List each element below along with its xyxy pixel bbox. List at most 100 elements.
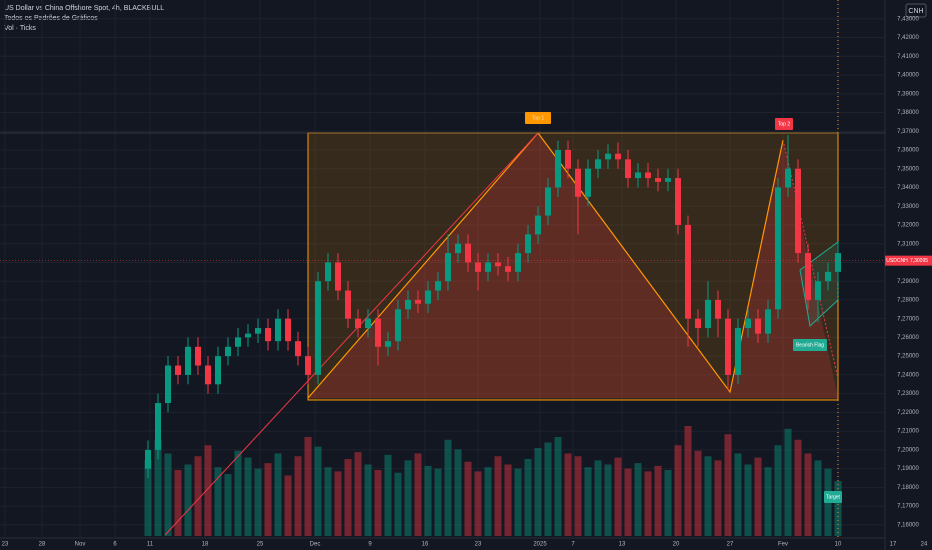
y-tick-label: 7,19000 (897, 466, 919, 472)
candle-body (215, 356, 221, 385)
x-tick-label: 11 (147, 542, 154, 548)
candle-body (485, 262, 491, 272)
y-tick-label: 7,32000 (897, 223, 919, 229)
y-tick-label: 7,20000 (897, 447, 919, 453)
candle-body (805, 253, 811, 300)
drawing (307, 132, 784, 399)
candle-body (715, 299, 721, 319)
annotation: Top 2 (778, 121, 790, 127)
candle-body (405, 299, 411, 310)
candle-body (815, 281, 821, 300)
candle-body (795, 168, 801, 254)
x-tick-label: 6 (113, 542, 117, 548)
candle-body (495, 262, 501, 267)
y-tick-label: 7,24000 (897, 372, 919, 378)
y-tick-label: 7,37000 (897, 129, 919, 135)
volume-bar (244, 457, 252, 536)
candle-body (535, 215, 541, 235)
volume-bar (504, 464, 512, 536)
candle-body (195, 346, 201, 366)
volume-bar (484, 467, 492, 536)
volume-bar (324, 467, 332, 536)
volume-bar (584, 467, 592, 536)
annotation: Bearish Flag (796, 342, 824, 348)
volume-bar (734, 453, 742, 536)
candle-body (145, 449, 151, 469)
volume-bar (644, 471, 652, 536)
candle-body (165, 365, 171, 404)
volume-bar (144, 460, 152, 536)
candle-body (705, 299, 711, 329)
volume-bar (494, 456, 502, 536)
grid (0, 0, 885, 538)
volume-bar (334, 471, 342, 536)
x-tick-label: 20 (673, 542, 680, 548)
candle-body (395, 309, 401, 342)
candle-body (455, 243, 461, 254)
volume-bar (474, 471, 482, 536)
candle-body (725, 318, 731, 375)
volume-bar (404, 460, 412, 536)
candle-body (675, 178, 681, 225)
annotation: Target (826, 494, 841, 500)
y-tick-label: 7,33000 (897, 204, 919, 210)
volume-bar (754, 457, 762, 536)
candle-body (315, 281, 321, 375)
volume-bar (284, 475, 292, 536)
candle-body (835, 253, 841, 272)
volume-bar (654, 465, 662, 536)
candle-body (735, 328, 741, 375)
volume-bar (414, 453, 422, 536)
candle-body (755, 318, 761, 334)
y-tick-label: 7,43000 (897, 16, 919, 22)
candle-body (245, 333, 251, 338)
candle-body (685, 224, 691, 319)
volume-bar (174, 470, 182, 536)
x-tick-label: 13 (619, 542, 626, 548)
candle-body (745, 318, 751, 329)
pattern-box (307, 132, 839, 401)
currency-box[interactable] (905, 3, 927, 18)
volume-bar (204, 445, 212, 536)
volume-bar (674, 445, 682, 536)
volume-bar (164, 453, 172, 536)
candle-body (205, 365, 211, 385)
x-tick-label: 23 (2, 542, 9, 548)
annotation: Top 1 (532, 115, 544, 121)
candle-body (465, 243, 471, 263)
candle-body (265, 328, 271, 342)
chart-title: US Dollar vs China Offshore Spot, 4h, BL… (4, 5, 164, 12)
volume-bar (614, 457, 622, 536)
volume-bar (634, 463, 642, 536)
candle-body (645, 172, 651, 179)
candle-body (605, 153, 611, 160)
candle-body (285, 318, 291, 342)
volume-bar (514, 468, 522, 536)
y-tick-label: 7,36000 (897, 148, 919, 154)
y-tick-label: 7,38000 (897, 110, 919, 116)
candle-body (635, 172, 641, 179)
volume-bar (554, 437, 562, 536)
candle-body (775, 187, 781, 310)
candle-body (545, 187, 551, 216)
y-tick-label: 7,26000 (897, 335, 919, 341)
volume-bar (434, 468, 442, 536)
y-tick-label: 7,42000 (897, 35, 919, 41)
volume-bar (274, 453, 282, 536)
candle-body (225, 346, 231, 357)
x-tick-label: Fev (778, 542, 788, 548)
volume-bar (794, 439, 802, 536)
volume-bar (424, 465, 432, 536)
candle-body (445, 253, 451, 282)
candle-body (185, 346, 191, 375)
volume-bar (694, 450, 702, 536)
volume-bar (154, 439, 162, 536)
candle-body (665, 178, 671, 182)
candle-body (475, 262, 481, 272)
candle-body (345, 290, 351, 319)
volume-bar (314, 446, 322, 536)
volume-bar (574, 456, 582, 536)
candle-body (565, 149, 571, 169)
volume-bar (264, 463, 272, 536)
